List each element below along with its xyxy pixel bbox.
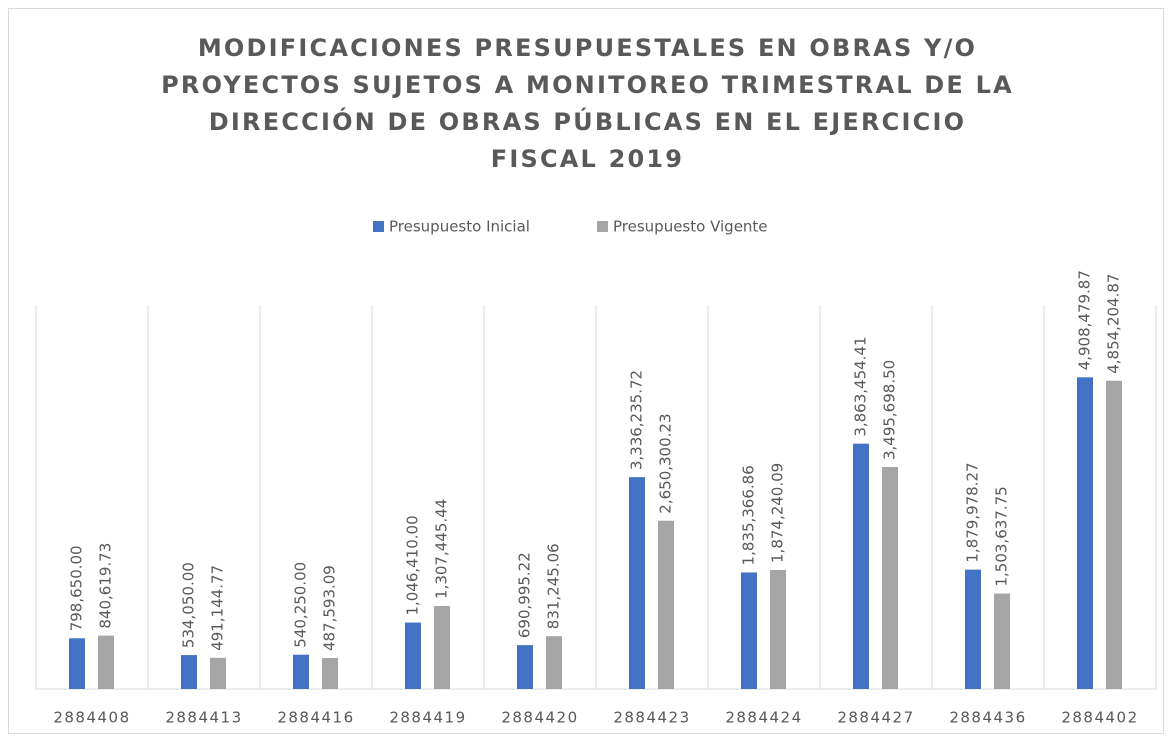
bar <box>853 443 869 689</box>
data-label: 1,835,366.86 <box>740 465 758 565</box>
bar <box>405 622 421 689</box>
x-tick-label: 2884424 <box>725 709 802 727</box>
bar <box>181 655 197 689</box>
data-label: 2,650,300.23 <box>657 414 675 514</box>
bar <box>1106 380 1122 689</box>
data-label: 534,050.00 <box>180 562 198 648</box>
bar <box>210 657 226 689</box>
x-tick-label: 2884427 <box>837 709 914 727</box>
bar <box>770 569 786 689</box>
data-label: 1,874,240.09 <box>769 463 787 563</box>
data-label: 3,863,454.41 <box>852 336 870 436</box>
data-label: 831,245.06 <box>545 543 563 629</box>
x-tick-label: 2884408 <box>53 709 130 727</box>
data-label: 540,250.00 <box>292 562 310 648</box>
bar <box>994 593 1010 689</box>
bar <box>629 477 645 689</box>
data-label: 487,593.09 <box>321 565 339 651</box>
x-tick-label: 2884413 <box>165 709 242 727</box>
x-tick-label: 2884419 <box>389 709 466 727</box>
legend-label: Presupuesto Inicial <box>389 218 530 236</box>
legend-label: Presupuesto Vigente <box>613 218 768 236</box>
data-label: 690,995.22 <box>516 552 534 638</box>
x-tick-label: 2884436 <box>949 709 1026 727</box>
chart-title: MODIFICACIONES PRESUPUESTALES EN OBRAS Y… <box>161 34 1014 173</box>
data-label: 4,908,479.87 <box>1076 270 1094 370</box>
legend-swatch <box>373 221 384 232</box>
bar <box>658 520 674 689</box>
bar <box>434 605 450 689</box>
bar <box>322 658 338 689</box>
data-label: 840,619.73 <box>97 543 115 629</box>
x-tick-label: 2884402 <box>1061 709 1138 727</box>
bar <box>1077 377 1093 689</box>
bar <box>741 572 757 689</box>
x-tick-label: 2884420 <box>501 709 578 727</box>
bar <box>965 569 981 689</box>
data-label: 1,503,637.75 <box>993 486 1011 586</box>
data-label: 1,046,410.00 <box>404 515 422 615</box>
data-label: 4,854,204.87 <box>1105 274 1123 374</box>
chart-frame <box>8 8 1164 734</box>
bar <box>546 636 562 689</box>
data-label: 1,879,978.27 <box>964 462 982 562</box>
data-label: 491,144.77 <box>209 565 227 651</box>
x-tick-label: 2884416 <box>277 709 354 727</box>
bar <box>293 654 309 689</box>
bar <box>882 467 898 689</box>
data-label: 1,307,445.44 <box>433 499 451 599</box>
data-label: 798,650.00 <box>68 545 86 631</box>
bar <box>98 635 114 689</box>
legend-swatch <box>597 221 608 232</box>
bar <box>69 638 85 689</box>
x-tick-label: 2884423 <box>613 709 690 727</box>
bar <box>517 645 533 689</box>
data-label: 3,336,235.72 <box>628 370 646 470</box>
data-label: 3,495,698.50 <box>881 360 899 460</box>
